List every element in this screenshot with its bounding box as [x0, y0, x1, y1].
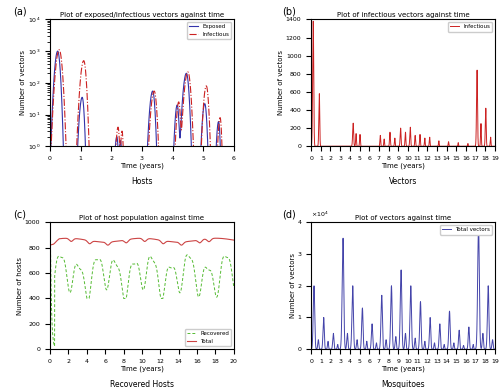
Total vectors: [402, 332, 408, 337]
Total: [164, 239, 170, 244]
Title: Plot of vectors against time: Plot of vectors against time: [355, 215, 451, 220]
Line: Total: Total: [50, 238, 234, 245]
Y-axis label: Number of vectors: Number of vectors: [20, 50, 26, 115]
Total vectors: [318, 347, 324, 352]
Legend: Exposed, Infectious: Exposed, Infectious: [187, 22, 231, 40]
Infectious: [47, 174, 53, 178]
Recovered: [184, 253, 190, 258]
X-axis label: Time (years): Time (years): [120, 162, 164, 169]
Text: Mosquitoes: Mosquitoes: [381, 380, 425, 388]
Total vectors: [492, 347, 498, 352]
Infectious: [114, 134, 119, 139]
Infectious: [56, 47, 62, 52]
Infectious: [184, 73, 190, 78]
Y-axis label: Number of hosts: Number of hosts: [18, 257, 24, 315]
Recovered: [52, 344, 58, 349]
Exposed: [56, 56, 62, 61]
Line: Recovered: Recovered: [50, 245, 234, 346]
Legend: Infectious: Infectious: [448, 22, 492, 32]
Line: Infectious: Infectious: [50, 50, 234, 388]
Infectious: [156, 152, 162, 157]
Exposed: [184, 71, 190, 76]
Total: [184, 239, 190, 244]
Infectious: [310, 19, 316, 24]
Line: Infectious: Infectious: [311, 21, 495, 146]
Infectious: [426, 144, 432, 149]
Total vectors: [462, 347, 468, 352]
Text: (c): (c): [13, 209, 26, 219]
Text: $\times 10^4$: $\times 10^4$: [311, 210, 329, 220]
Y-axis label: Number of vectors: Number of vectors: [278, 50, 284, 115]
Exposed: [193, 317, 199, 321]
Exposed: [54, 49, 60, 54]
Infectious: [308, 144, 314, 149]
Text: Vectors: Vectors: [389, 177, 417, 186]
Text: (b): (b): [282, 6, 296, 16]
Line: Exposed: Exposed: [50, 51, 234, 388]
Line: Total vectors: Total vectors: [311, 225, 495, 349]
Total vectors: [476, 223, 482, 228]
X-axis label: Time (years): Time (years): [381, 365, 425, 372]
Total vectors: [420, 347, 426, 352]
Recovered: [56, 254, 62, 259]
Total: [47, 243, 53, 248]
Exposed: [114, 135, 119, 139]
Legend: Total vectors: Total vectors: [440, 225, 492, 235]
Recovered: [193, 282, 199, 287]
Legend: Recovered, Total: Recovered, Total: [185, 329, 231, 346]
Total: [213, 236, 219, 241]
Infectious: [492, 144, 498, 149]
Total: [56, 236, 62, 241]
Text: (a): (a): [13, 6, 27, 16]
Total: [114, 239, 119, 244]
Infectious: [56, 47, 62, 52]
Infectious: [473, 133, 479, 138]
Text: Recovered Hosts: Recovered Hosts: [110, 380, 174, 388]
Recovered: [231, 285, 237, 290]
Infectious: [193, 236, 199, 240]
Infectious: [330, 144, 336, 149]
Total: [193, 238, 199, 243]
Text: (d): (d): [282, 209, 296, 219]
Title: Plot of host population against time: Plot of host population against time: [80, 215, 204, 220]
Infectious: [468, 144, 474, 149]
Title: Plot of exposed/infectious vectors against time: Plot of exposed/infectious vectors again…: [60, 12, 224, 17]
Total vectors: [308, 347, 314, 352]
Total vectors: [336, 346, 342, 350]
Recovered: [156, 282, 162, 287]
Exposed: [47, 168, 53, 173]
Infectious: [490, 144, 496, 149]
Recovered: [47, 243, 53, 248]
Y-axis label: Number of vectors: Number of vectors: [290, 253, 296, 318]
Recovered: [114, 263, 119, 268]
Recovered: [164, 269, 170, 274]
Total: [156, 238, 162, 242]
Exposed: [156, 227, 162, 232]
X-axis label: Time (years): Time (years): [381, 162, 425, 169]
Infectious: [391, 144, 397, 148]
Total vectors: [356, 347, 362, 352]
Text: Hosts: Hosts: [131, 177, 152, 186]
Title: Plot of infectious vectors against time: Plot of infectious vectors against time: [336, 12, 469, 17]
Infectious: [492, 144, 498, 149]
Total vectors: [405, 347, 411, 352]
X-axis label: Time (years): Time (years): [120, 365, 164, 372]
Total: [231, 238, 237, 242]
